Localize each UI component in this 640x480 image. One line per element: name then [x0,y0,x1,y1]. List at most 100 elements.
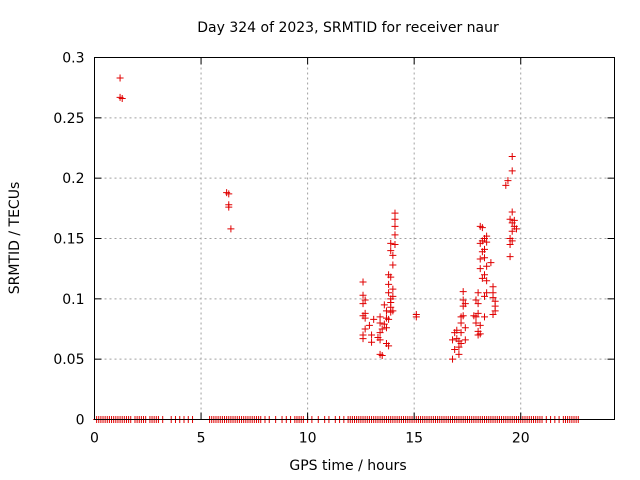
data-point [508,152,516,160]
data-point [225,190,233,198]
data-point [481,254,488,262]
data-point [387,273,395,281]
data-point [225,203,233,211]
y-tick-label: 0.25 [53,111,84,127]
data-point [376,319,384,327]
data-point [474,300,482,308]
data-point [116,74,124,82]
data-point [508,237,516,245]
data-point [385,280,393,288]
data-point [387,239,395,247]
data-point [359,278,367,286]
data-point [382,307,390,315]
y-tick-label: 0.2 [62,171,84,187]
data-point [376,336,384,344]
data-point [449,355,457,363]
data-point [385,315,393,323]
data-point [385,342,393,350]
data-point [508,167,516,175]
data-point [489,294,497,302]
data-point [459,312,467,320]
data-point [510,216,518,224]
data-point [487,259,495,267]
data-point [483,262,491,270]
data-point [474,309,482,317]
data-point [370,315,378,323]
data-point [476,255,484,263]
data-point [489,283,497,291]
data-point [506,253,514,261]
data-point [365,321,373,329]
data-point [382,324,390,332]
y-tick-label: 0.1 [62,292,84,308]
data-point [391,209,399,217]
data-point [412,313,420,321]
data-point [380,301,388,309]
data-point [506,215,514,223]
data-point [118,95,126,103]
data-point [457,339,465,347]
data-point [491,307,499,315]
data-point [476,265,484,273]
data-point [512,225,520,233]
data-point [457,319,465,327]
y-tick-label: 0 [76,413,85,429]
data-point [478,274,486,282]
data-point [389,292,397,300]
y-tick-label: 0.15 [53,232,84,248]
data-point [461,336,469,344]
data-point [481,313,488,321]
data-point [506,241,514,249]
data-point [461,300,469,308]
data-point [504,177,512,185]
data-point [361,325,369,333]
x-tick-label: 5 [197,431,206,447]
data-point [376,329,384,337]
data-point [472,319,480,327]
data-point [502,181,510,189]
data-point [459,296,467,304]
data-point [461,324,469,332]
data-point [359,335,367,343]
data-point [391,215,399,223]
x-tick-label: 20 [512,431,530,447]
data-point [385,289,393,297]
data-point [459,288,467,296]
y-tick-label: 0.05 [53,352,84,368]
data-point [389,261,397,269]
data-point [389,307,397,315]
data-point [389,285,397,293]
data-point [391,231,399,239]
data-point [483,289,491,297]
data-point [380,320,388,328]
x-tick-labels: 0 5 10 15 20 [90,431,530,447]
data-point [489,311,497,319]
y-axis-label: SRMTID / TECUs [7,182,23,295]
data-point [389,251,397,259]
data-point [478,224,486,232]
data-point [376,313,384,321]
plot-points [93,74,582,423]
data-point [359,300,367,308]
data-point [457,329,465,337]
data-point [476,330,484,338]
data-point [378,352,386,360]
data-point [391,241,399,249]
data-point [391,222,399,230]
data-point [455,350,463,358]
data-point [481,245,488,253]
data-point [368,338,376,346]
x-tick-label: 10 [299,431,317,447]
data-point [227,225,235,233]
data-point [368,331,376,339]
data-point [449,336,457,344]
y-tick-labels: 0 0.05 0.1 0.15 0.2 0.25 0.3 [53,51,84,429]
x-axis-label: GPS time / hours [289,458,406,474]
y-tick-label: 0.3 [62,51,84,67]
data-point [359,291,367,299]
data-point [508,208,516,216]
grid-lines [94,57,615,420]
data-point [361,314,369,322]
x-tick-label: 0 [90,431,99,447]
